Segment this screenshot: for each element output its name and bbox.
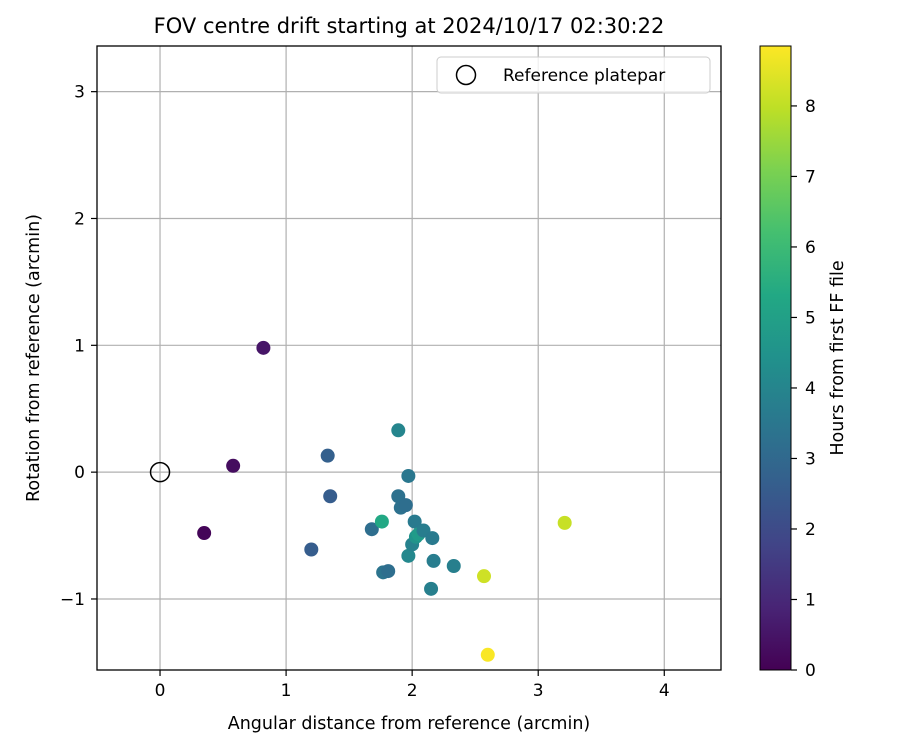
colorbar-tick-label: 6 [805, 238, 816, 258]
x-axis-label: Angular distance from reference (arcmin) [228, 714, 591, 734]
data-point [256, 340, 271, 355]
data-point [320, 448, 335, 463]
data-point [197, 526, 212, 541]
plot-frame [96, 45, 722, 671]
data-point [304, 542, 319, 557]
data-point [401, 548, 416, 563]
legend-label: Reference platepar [503, 66, 665, 86]
colorbar-tick-label: 7 [805, 167, 816, 187]
x-tick-label: 4 [659, 681, 670, 701]
data-point [401, 468, 416, 483]
legend-box [436, 56, 711, 94]
colorbar-tick-label: 3 [805, 449, 816, 469]
data-point [424, 581, 439, 596]
data-point [477, 569, 492, 584]
y-axis-label: Rotation from reference (arcmin) [24, 214, 44, 502]
colorbar-tick-label: 0 [805, 661, 816, 681]
colorbar-tick-label: 2 [805, 520, 816, 540]
colorbar: 0 1 2 3 4 5 6 7 8 Hours from first FF file [759, 45, 848, 681]
y-tick-label: 3 [74, 83, 85, 103]
colorbar-ticks: 0 1 2 3 4 5 6 7 8 [791, 97, 816, 681]
data-point [226, 458, 241, 473]
colorbar-tick-label: 4 [805, 379, 816, 399]
data-point [446, 559, 461, 573]
data-point [557, 515, 572, 530]
y-tick-label: −1 [60, 590, 85, 610]
data-point [407, 514, 422, 529]
data-point [364, 522, 379, 537]
data-point [391, 423, 406, 438]
axis-ticks: 0 1 2 3 4 −1 0 1 2 3 [60, 83, 670, 701]
data-point [374, 514, 389, 529]
x-tick-label: 0 [155, 681, 166, 701]
y-tick-label: 0 [74, 463, 85, 483]
data-point [398, 498, 413, 513]
data-point [425, 531, 440, 546]
colorbar-tick-label: 8 [805, 97, 816, 117]
data-points [197, 340, 572, 662]
chart-title: FOV centre drift starting at 2024/10/17 … [154, 14, 665, 38]
x-tick-label: 3 [533, 681, 544, 701]
colorbar-label: Hours from first FF file [828, 260, 848, 455]
x-tick-label: 2 [407, 681, 418, 701]
colorbar-tick-label: 5 [805, 308, 816, 328]
x-tick-label: 1 [281, 681, 292, 701]
data-point [381, 564, 396, 579]
data-point [426, 553, 441, 568]
legend: Reference platepar [436, 56, 711, 94]
colorbar-tick-label: 1 [805, 590, 816, 610]
reference-platepar-marker [149, 461, 171, 483]
data-point [480, 647, 495, 662]
data-point [323, 489, 338, 504]
grid-lines [97, 46, 721, 670]
colorbar-gradient [759, 45, 792, 671]
y-tick-label: 1 [74, 336, 85, 356]
y-tick-label: 2 [74, 209, 85, 229]
legend-marker-icon [455, 64, 477, 86]
